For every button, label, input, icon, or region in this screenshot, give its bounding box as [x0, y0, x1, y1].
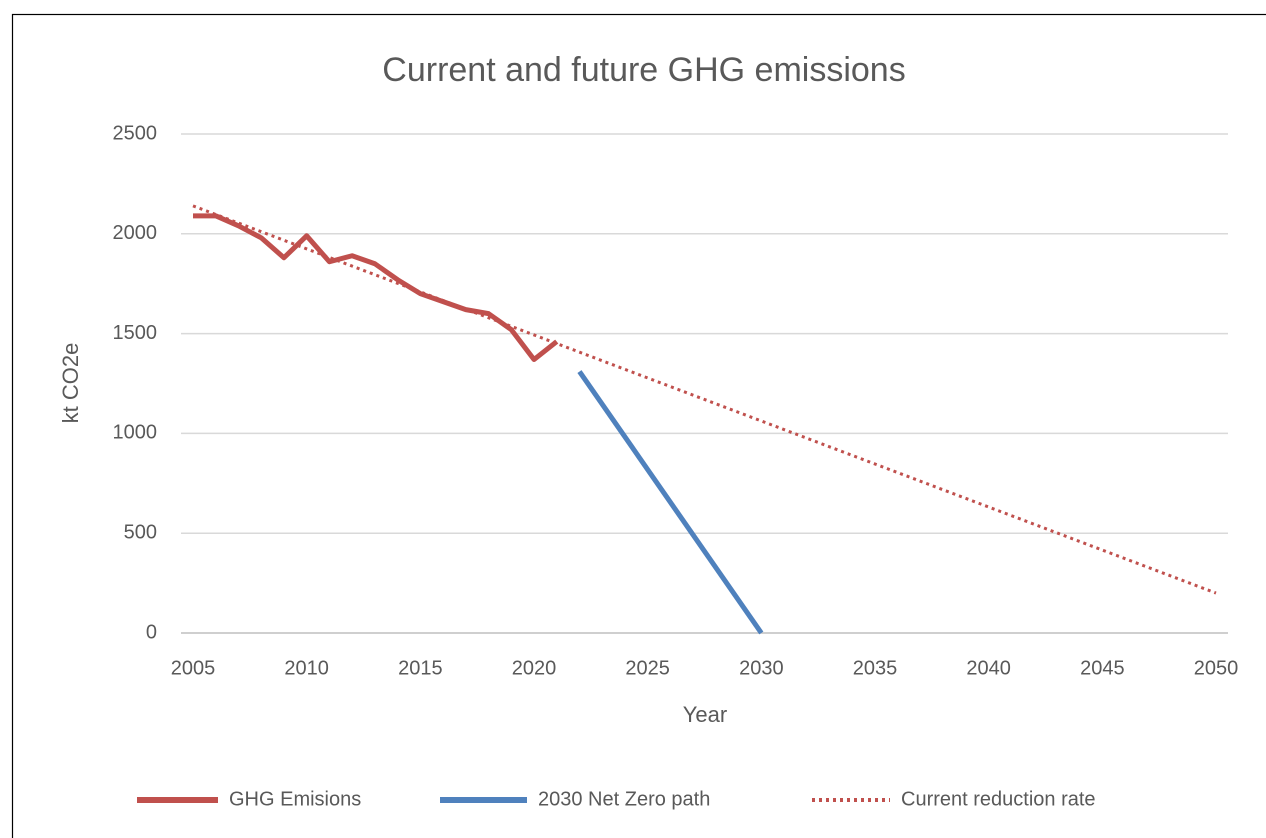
y-tick-label: 2000	[113, 222, 158, 244]
series-line	[193, 213, 559, 363]
x-tick-label: 2050	[1194, 657, 1239, 679]
legend-label: 2030 Net Zero path	[538, 788, 710, 810]
y-tick-label: 500	[124, 521, 157, 543]
y-tick-label: 1500	[113, 322, 158, 344]
x-tick-label: 2025	[625, 657, 670, 679]
x-axis-label: Year	[683, 702, 727, 727]
y-tick-label: 2500	[113, 122, 158, 144]
chart-title: Current and future GHG emissions	[382, 51, 905, 89]
x-tick-label: 2045	[1080, 657, 1125, 679]
x-tick-label: 2015	[398, 657, 443, 679]
y-tick-label: 1000	[113, 422, 158, 444]
x-tick-label: 2030	[739, 657, 784, 679]
y-axis-label: kt CO2e	[58, 343, 83, 424]
x-tick-label: 2020	[512, 657, 557, 679]
legend-label: Current reduction rate	[901, 788, 1096, 810]
x-tick-label: 2005	[171, 657, 216, 679]
chart-border	[11, 13, 1266, 838]
series-line	[192, 204, 1217, 595]
series-line	[577, 370, 764, 635]
x-tick-label: 2035	[853, 657, 898, 679]
y-tick-label: 0	[146, 621, 157, 643]
x-tick-label: 2040	[966, 657, 1011, 679]
x-tick-label: 2010	[284, 657, 329, 679]
legend-label: GHG Emisions	[229, 788, 361, 810]
